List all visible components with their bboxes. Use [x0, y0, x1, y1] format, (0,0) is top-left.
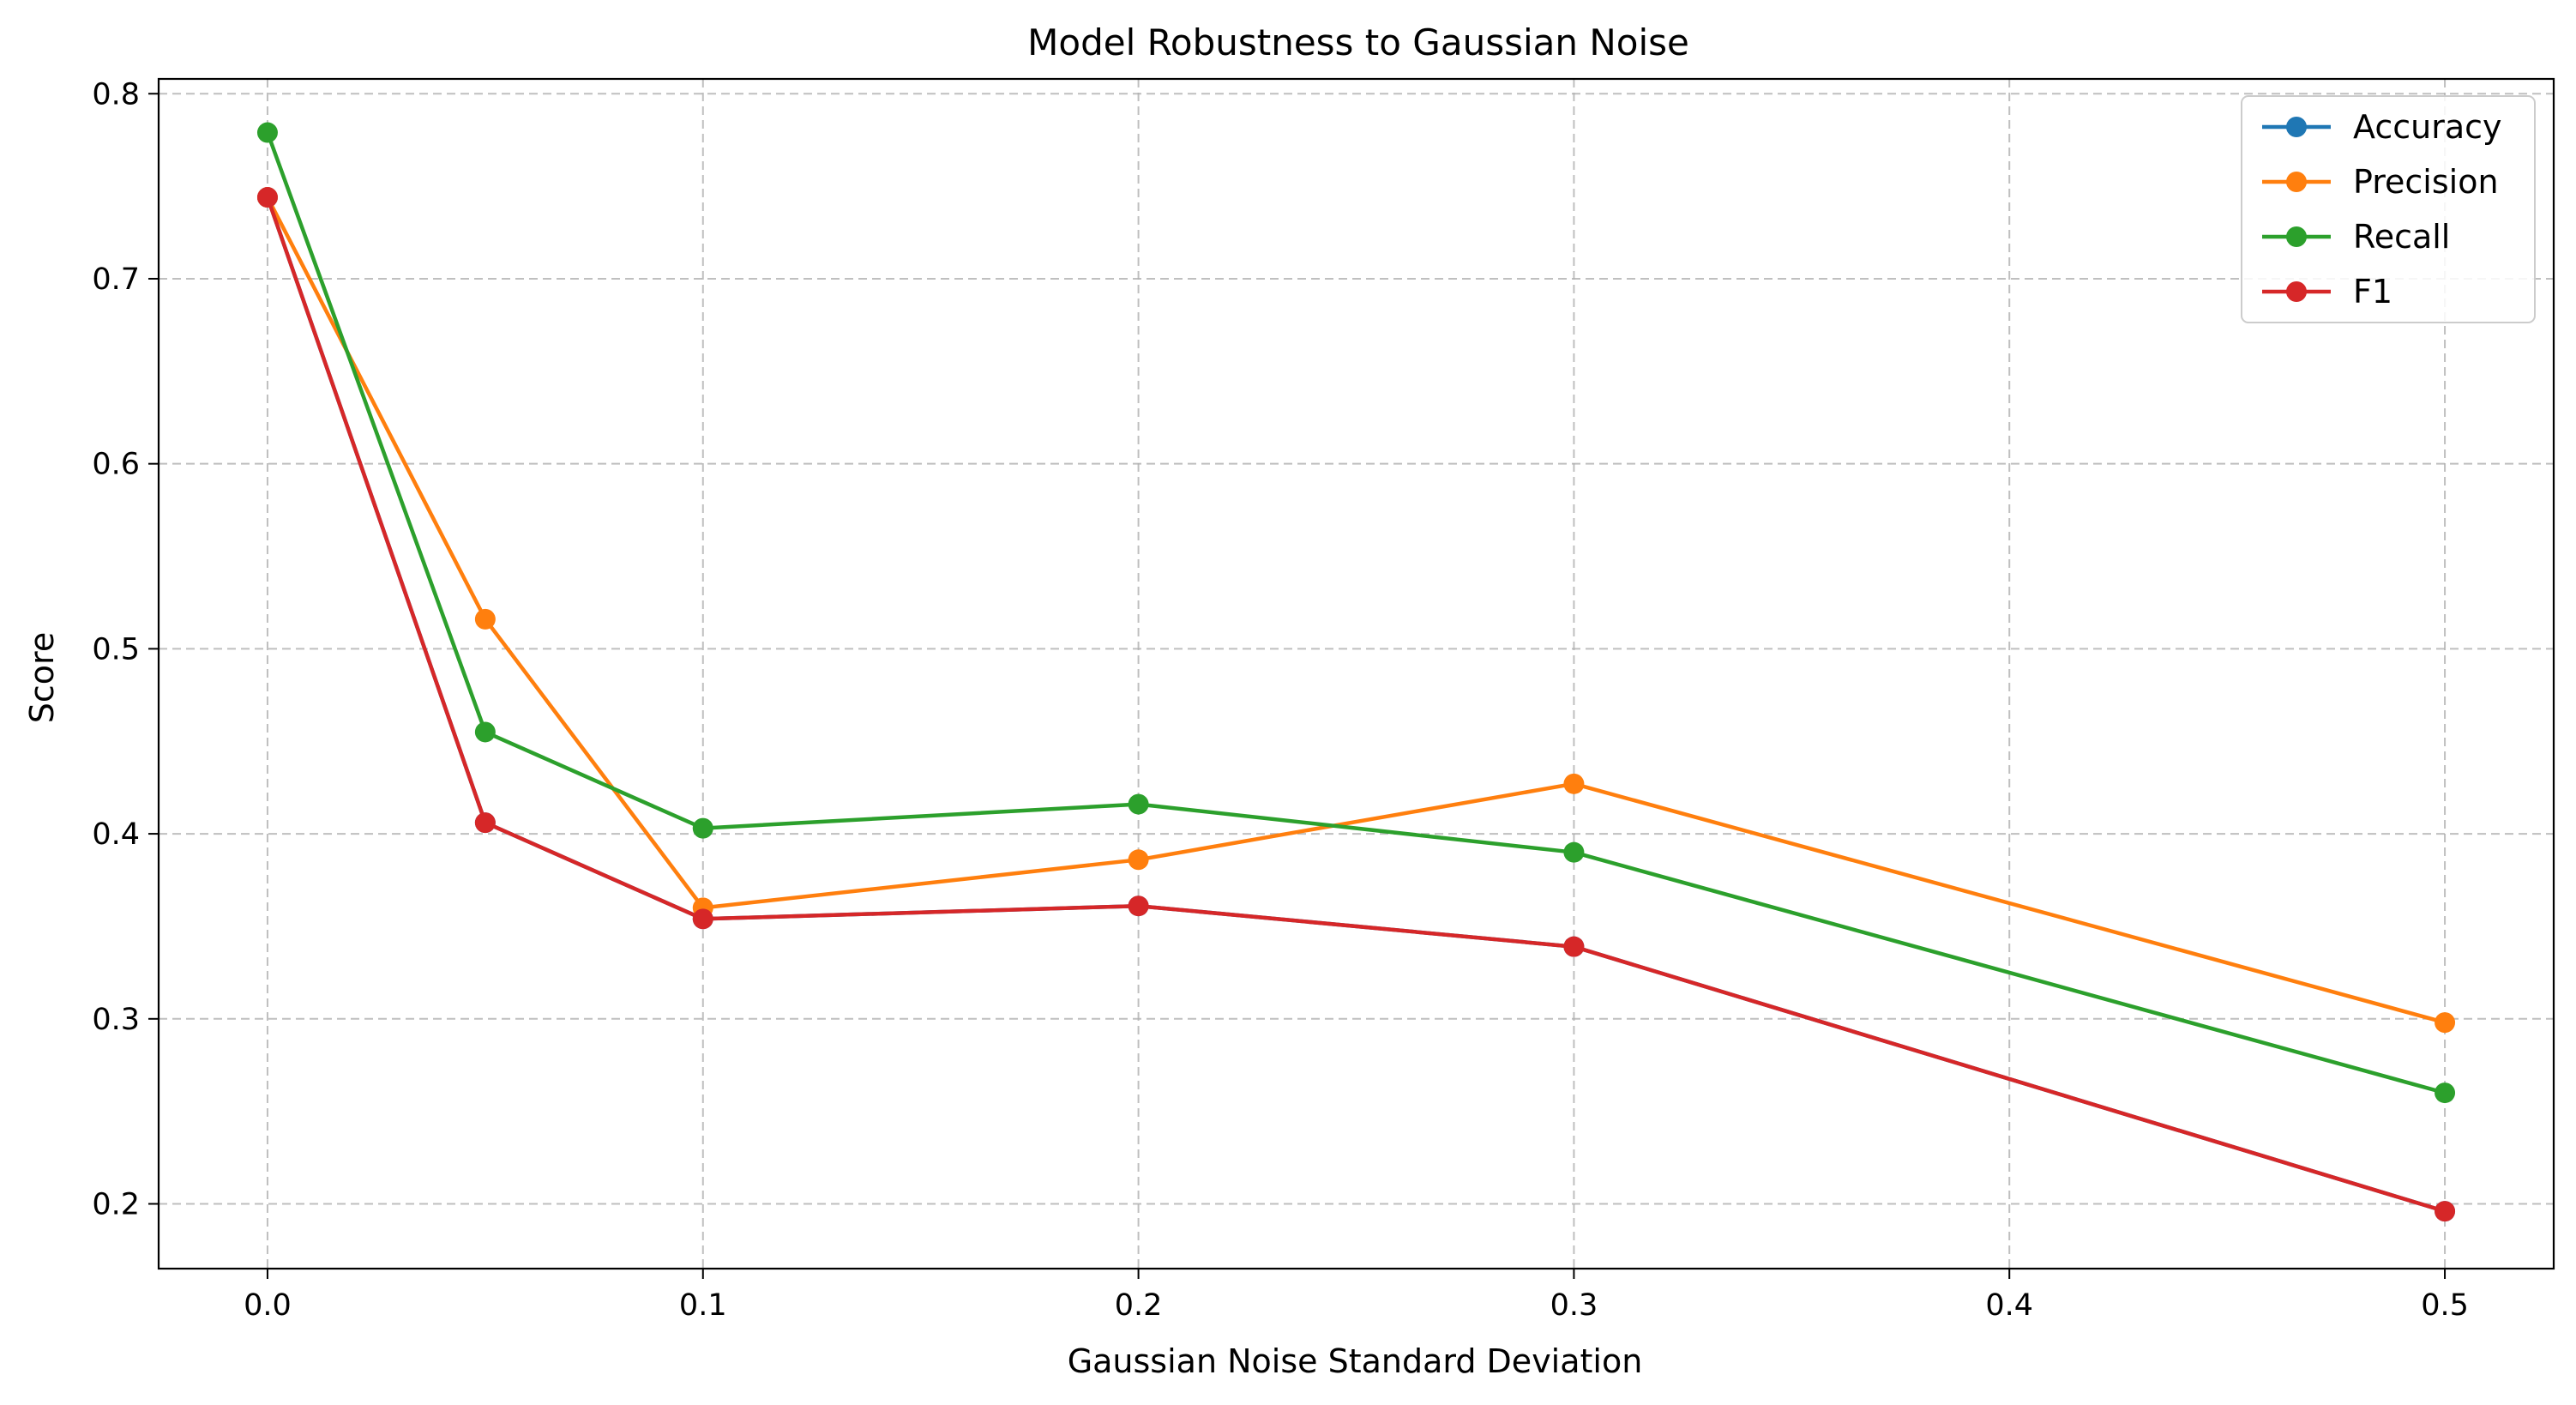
y-tick-label: 0.4: [92, 817, 140, 852]
series-line-precision: [265, 195, 2447, 1025]
data-point-precision: [1563, 773, 1585, 794]
x-axis: 0.0 0.1 0.2 0.3 0.4 0.5: [244, 1269, 2469, 1323]
data-point-recall: [474, 721, 496, 743]
legend-marker: [2286, 117, 2307, 137]
data-point-recall: [256, 122, 278, 143]
legend-marker: [2286, 226, 2307, 247]
series-precision: [256, 187, 2456, 1034]
series-recall: [256, 122, 2456, 1104]
data-point-f1: [474, 812, 496, 834]
legend-label: Precision: [2353, 163, 2499, 201]
x-tick-label: 0.5: [2421, 1288, 2469, 1323]
legend-box: [2241, 95, 2536, 323]
legend-item-f1: F1: [2262, 273, 2392, 311]
data-point-f1: [692, 908, 713, 930]
legend: Accuracy Precision Recall F1: [2241, 95, 2536, 323]
data-point-recall: [1128, 793, 1149, 815]
legend-marker: [2286, 281, 2307, 302]
x-tick-label: 0.2: [1115, 1288, 1163, 1323]
y-axis-label: Score: [23, 632, 61, 723]
series-line-accuracy: [265, 195, 2447, 1214]
data-point-f1: [1128, 895, 1149, 917]
series-line-f1: [265, 195, 2447, 1214]
data-point-precision: [2435, 1012, 2456, 1034]
legend-item-recall: Recall: [2262, 218, 2450, 256]
data-point-precision: [474, 608, 496, 630]
series-layer: [256, 122, 2456, 1222]
data-point-f1: [256, 187, 278, 208]
y-tick-label: 0.6: [92, 448, 140, 482]
x-tick-label: 0.1: [679, 1288, 727, 1323]
x-tick-label: 0.3: [1550, 1288, 1598, 1323]
y-tick-label: 0.8: [92, 77, 140, 112]
data-point-recall: [692, 817, 713, 839]
legend-item-accuracy: Accuracy: [2262, 108, 2502, 146]
grid-lines: [159, 79, 2554, 1269]
series-line-recall: [265, 130, 2447, 1095]
series-f1: [256, 187, 2456, 1222]
y-tick-label: 0.7: [92, 262, 140, 297]
x-axis-label: Gaussian Noise Standard Deviation: [1068, 1342, 1643, 1380]
legend-label: F1: [2353, 273, 2392, 311]
legend-item-precision: Precision: [2262, 163, 2499, 201]
legend-label: Recall: [2353, 218, 2450, 256]
plot-frame: [157, 77, 2555, 1270]
legend-marker: [2286, 172, 2307, 192]
data-point-f1: [2435, 1201, 2456, 1222]
chart-title: Model Robustness to Gaussian Noise: [1027, 21, 1689, 63]
y-tick-label: 0.5: [92, 632, 140, 666]
data-point-recall: [2435, 1082, 2456, 1104]
y-axis: 0.2 0.3 0.4 0.5 0.6 0.7 0.8: [92, 77, 159, 1222]
legend-label: Accuracy: [2353, 108, 2502, 146]
x-tick-label: 0.4: [1985, 1288, 2033, 1323]
data-point-f1: [1563, 936, 1585, 957]
data-point-precision: [1128, 849, 1149, 871]
y-tick-label: 0.3: [92, 1003, 140, 1037]
series-accuracy: [256, 187, 2456, 1222]
x-tick-label: 0.0: [244, 1288, 292, 1323]
data-point-recall: [1563, 841, 1585, 863]
y-tick-label: 0.2: [92, 1188, 140, 1222]
